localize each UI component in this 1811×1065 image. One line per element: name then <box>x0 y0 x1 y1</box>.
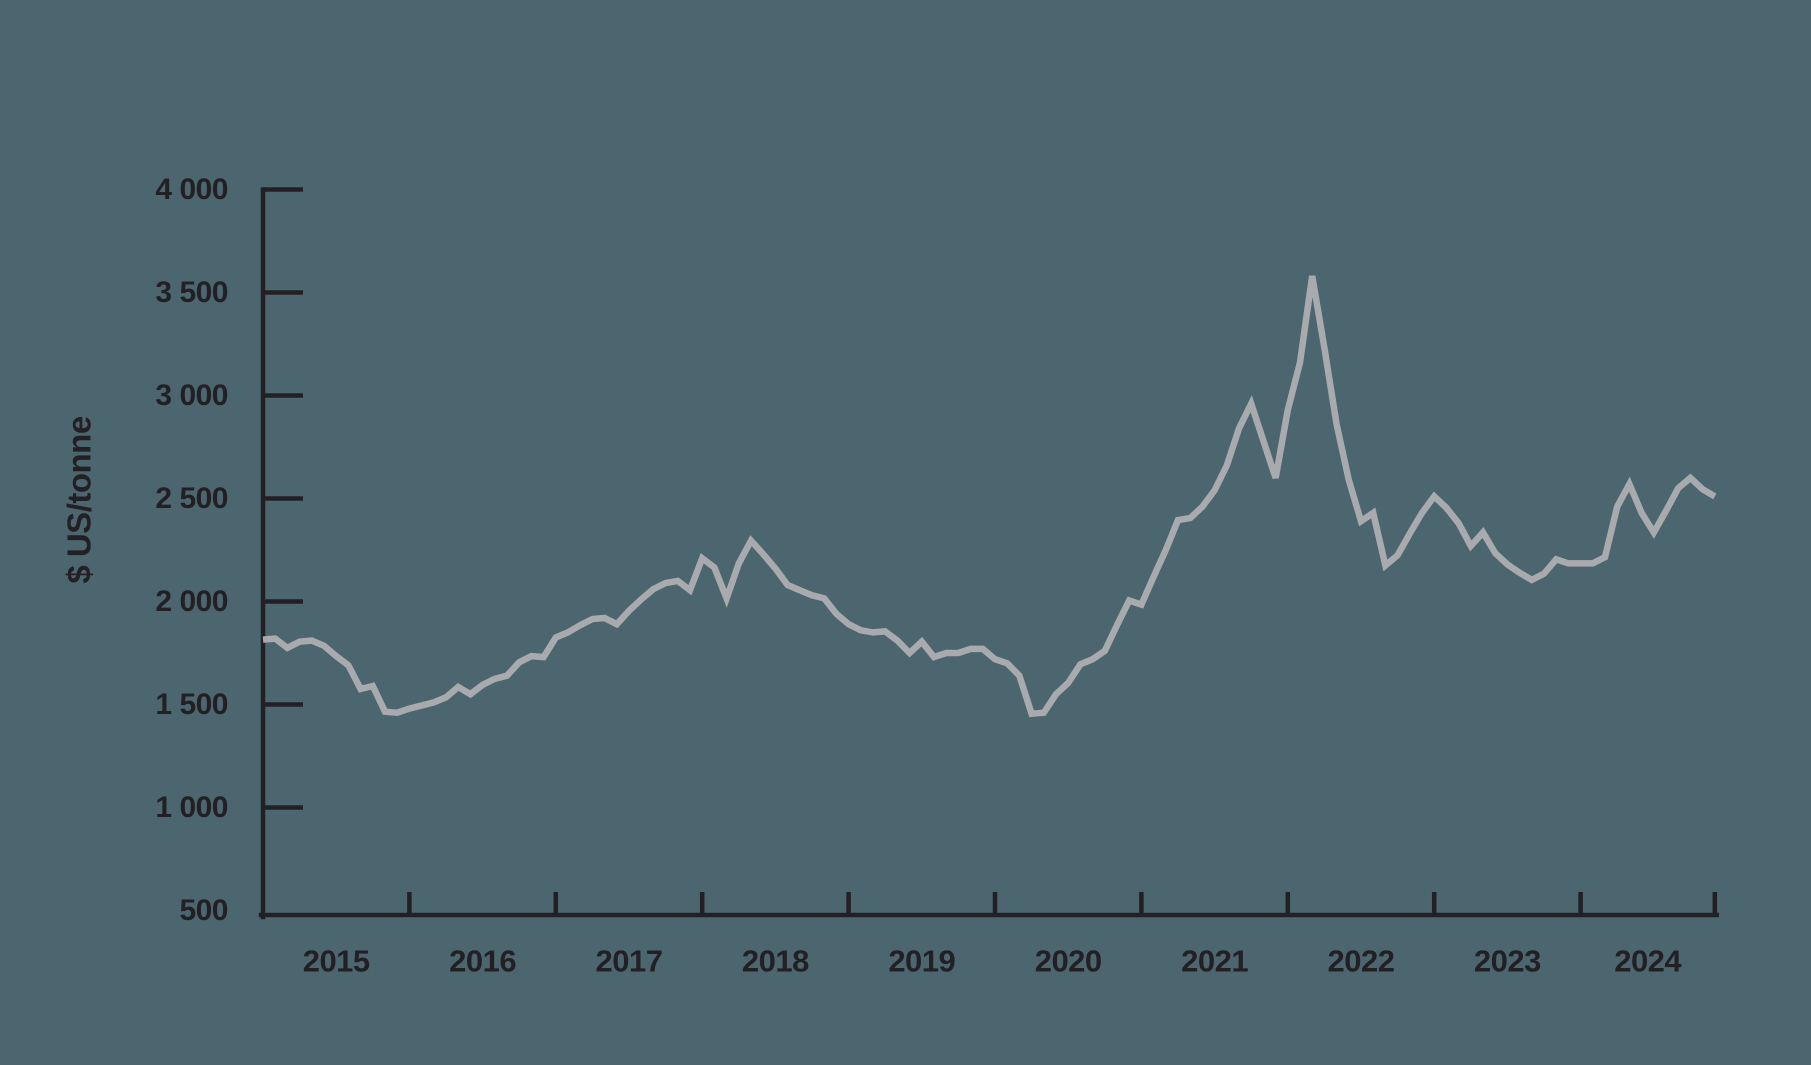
x-year-label-2022: 2022 <box>1328 944 1395 979</box>
x-year-label-2018: 2018 <box>742 944 809 979</box>
y-tick-label-3000: 3 000 <box>155 379 228 412</box>
x-year-label-2020: 2020 <box>1035 944 1102 979</box>
price-line <box>262 275 1717 718</box>
x-year-label-2024: 2024 <box>1614 944 1682 979</box>
y-tick-label-2000: 2 000 <box>155 585 228 618</box>
y-tick-label-1500: 1 500 <box>155 688 228 721</box>
x-year-label-2015: 2015 <box>303 944 370 979</box>
x-year-label-2017: 2017 <box>596 944 663 979</box>
x-year-label-2023: 2023 <box>1474 944 1541 979</box>
x-year-label-2021: 2021 <box>1181 944 1248 979</box>
y-axis-title: $ US/tonne <box>61 416 98 583</box>
y-tick-label-500: 500 <box>179 894 228 927</box>
x-year-label-2016: 2016 <box>449 944 516 979</box>
y-tick-label-1000: 1 000 <box>155 791 228 824</box>
x-year-label-2019: 2019 <box>888 944 955 979</box>
y-tick-label-3500: 3 500 <box>155 276 228 309</box>
y-tick-label-2500: 2 500 <box>155 482 228 515</box>
y-tick-label-4000: 4 000 <box>155 173 228 206</box>
